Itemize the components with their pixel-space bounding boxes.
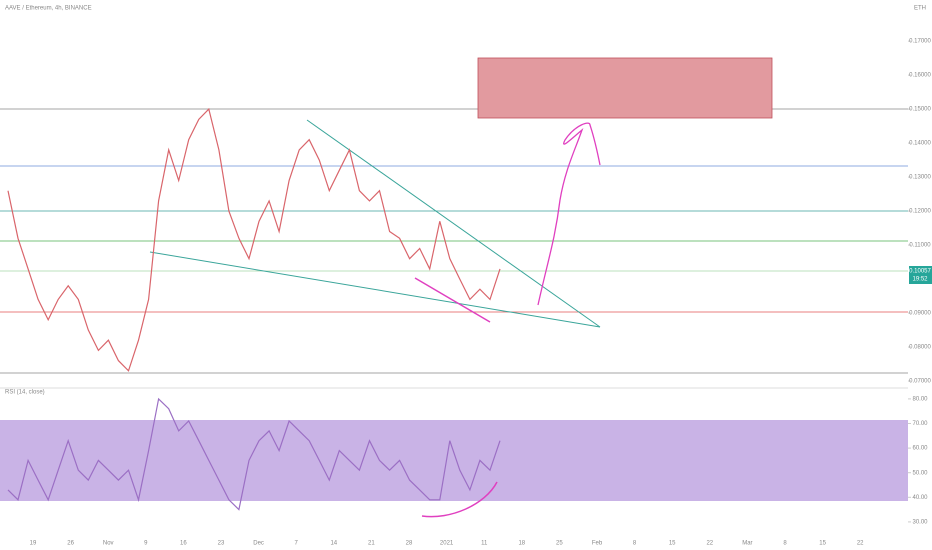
y-tick-label: 0.17000 xyxy=(909,39,931,45)
y-tick-label: 80.00 xyxy=(912,396,928,402)
trend-line xyxy=(149,251,601,328)
y-tick-label: 50.00 xyxy=(912,470,928,476)
x-tick-label: 22 xyxy=(857,541,864,547)
x-tick-label: 25 xyxy=(556,541,563,547)
x-tick-label: 7 xyxy=(295,541,299,547)
x-tick-label: 9 xyxy=(144,541,148,547)
axis-label: ETH xyxy=(914,6,926,12)
x-tick-label: 21 xyxy=(368,541,375,547)
trend-line xyxy=(306,119,601,328)
price-line xyxy=(7,107,501,372)
x-tick-label: 23 xyxy=(218,541,225,547)
chart-title: AAVE / Ethereum, 4h, BINANCE xyxy=(5,6,92,12)
x-tick-label: 14 xyxy=(330,541,337,547)
price-line xyxy=(7,397,501,511)
x-tick-label: 15 xyxy=(819,541,826,547)
x-tick-label: 8 xyxy=(783,541,787,547)
x-tick-label: Nov xyxy=(103,541,114,547)
y-tick-label: 0.13000 xyxy=(909,175,931,181)
target-box xyxy=(477,57,773,119)
x-tick-label: 2021 xyxy=(440,541,454,547)
x-tick-label: 28 xyxy=(406,541,413,547)
y-tick-label: 0.07000 xyxy=(909,379,931,385)
x-tick-label: 18 xyxy=(518,541,525,547)
annotation-line xyxy=(414,277,491,323)
y-tick-label: 0.09000 xyxy=(909,311,931,317)
x-tick-label: 16 xyxy=(180,541,187,547)
annotation-line xyxy=(421,481,498,518)
y-tick-label: 70.00 xyxy=(912,421,928,427)
x-tick-label: 15 xyxy=(669,541,676,547)
y-tick-label: 0.16000 xyxy=(909,73,931,79)
annotation-arrow xyxy=(537,122,601,306)
y-tick-label: 0.11000 xyxy=(909,243,931,249)
y-tick-label: 0.14000 xyxy=(909,141,931,147)
x-tick-label: 19 xyxy=(30,541,37,547)
x-tick-label: 8 xyxy=(633,541,637,547)
y-tick-label: 30.00 xyxy=(912,519,928,525)
y-tick-label: 0.12000 xyxy=(909,209,931,215)
price-tag xyxy=(909,266,932,284)
x-tick-label: 26 xyxy=(67,541,74,547)
countdown: 19:52 xyxy=(912,277,928,283)
x-tick-label: Mar xyxy=(742,541,752,547)
y-tick-label: 0.15000 xyxy=(909,107,931,113)
x-tick-label: 11 xyxy=(481,541,488,547)
y-tick-label: 60.00 xyxy=(912,446,928,452)
x-tick-label: 22 xyxy=(706,541,713,547)
x-tick-label: Feb xyxy=(592,541,603,547)
x-tick-label: Dec xyxy=(253,541,264,547)
rsi-title: RSI (14, close) xyxy=(5,390,45,396)
y-tick-label: 0.08000 xyxy=(909,345,931,351)
last-price: 0.10057 xyxy=(909,269,931,275)
rsi-band xyxy=(0,420,908,501)
y-tick-label: 40.00 xyxy=(912,495,928,501)
